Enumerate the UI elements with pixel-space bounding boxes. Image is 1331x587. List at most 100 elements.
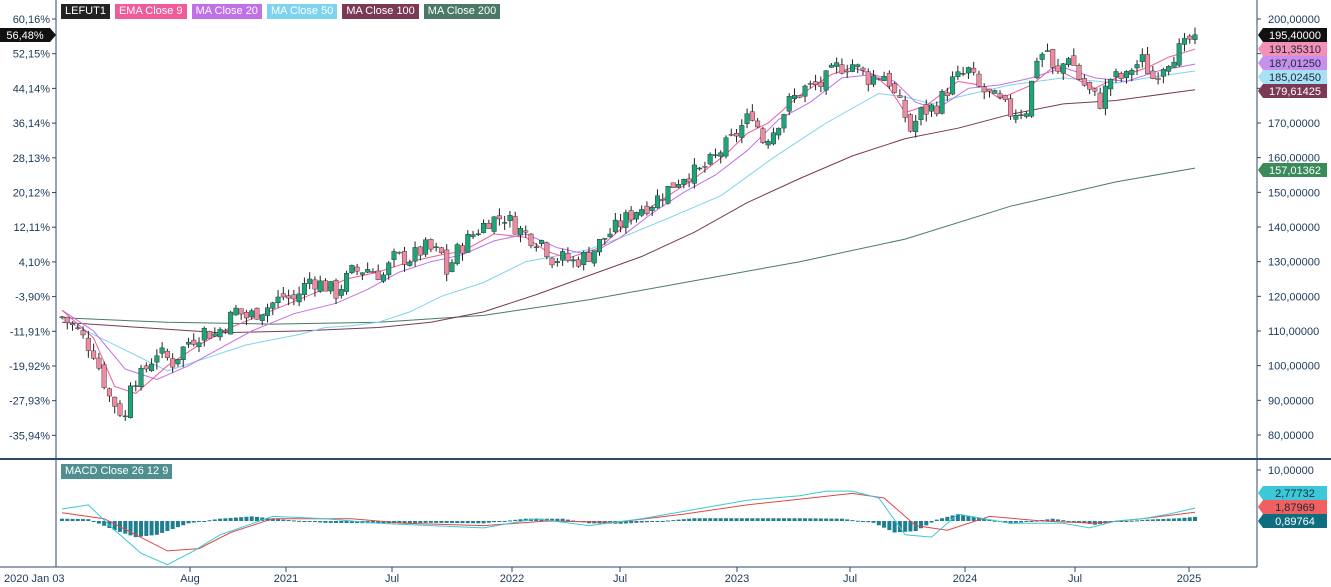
candle-body (496, 215, 502, 220)
candle-body (175, 359, 181, 365)
y-right-tick-label: 120,00000 (1268, 291, 1320, 303)
candle-body (185, 341, 191, 345)
macd-histogram-bar (639, 521, 644, 523)
legend-item[interactable]: EMA Close 9 (114, 4, 187, 19)
candle-body (275, 296, 281, 303)
macd-price-label: 2,77732 (1275, 488, 1315, 500)
y-left-tick-label: -3,90% (15, 292, 50, 304)
candle-body (75, 327, 81, 329)
candle-body (913, 120, 919, 132)
legend-item[interactable]: MA Close 20 (191, 4, 262, 19)
candle-body (860, 67, 866, 71)
candle-body (602, 238, 608, 240)
macd-histogram-bar (297, 520, 302, 522)
x-tick-label: 2024 (953, 573, 977, 585)
candle-body (365, 269, 371, 273)
macd-histogram-bar (228, 517, 233, 521)
legend-item[interactable]: MA Close 200 (423, 4, 501, 19)
macd-histogram-bar (133, 521, 138, 538)
candle-body (997, 93, 1003, 98)
candle-body (1060, 63, 1066, 74)
macd-histogram-bar (729, 518, 734, 521)
candle-body (180, 346, 186, 360)
macd-histogram-bar (1119, 521, 1124, 522)
legend-item[interactable]: MA Close 100 (342, 4, 419, 19)
macd-histogram-bar (86, 519, 91, 521)
candle-body (143, 365, 149, 370)
macd-histogram-bar (465, 521, 470, 524)
macd-histogram-bar (760, 518, 765, 521)
candle-body (438, 247, 444, 254)
candle-body (686, 178, 692, 183)
macd-histogram-bar (312, 521, 317, 523)
macd-histogram-bar (1166, 518, 1171, 521)
macd-histogram-bar (771, 518, 776, 521)
candle-body (106, 388, 112, 397)
macd-histogram-bar (1171, 518, 1176, 521)
candle-body (465, 234, 471, 253)
macd-histogram-bar (629, 521, 634, 524)
macd-histogram-bar (929, 521, 934, 523)
candle-body (375, 270, 381, 280)
candle-body (196, 342, 202, 348)
macd-histogram-bar (829, 518, 834, 521)
macd-histogram-bar (776, 518, 781, 521)
candle-body (502, 222, 508, 224)
candle-body (238, 308, 244, 315)
candle-body (791, 95, 797, 99)
candle-body (654, 195, 660, 209)
macd-histogram-bar (676, 519, 681, 521)
macd-histogram-bar (476, 521, 481, 524)
macd-histogram-bar (1055, 519, 1060, 521)
candle-body (907, 114, 913, 132)
y-right-tick-label: 90,00000 (1268, 395, 1314, 407)
candle-body (723, 137, 729, 157)
candle-body (470, 234, 476, 237)
legend-item[interactable]: MA Close 50 (266, 4, 338, 19)
macd-histogram-bar (644, 521, 649, 523)
candle-body (681, 179, 687, 185)
macd-histogram-bar (845, 519, 850, 521)
candle-body (96, 357, 102, 369)
candle-body (1023, 113, 1029, 117)
y-left-tick-label: 44,14% (13, 83, 51, 95)
macd-histogram-bar (803, 518, 808, 521)
candle-body (138, 367, 144, 388)
macd-histogram-bar (813, 518, 818, 521)
candle-body (697, 167, 703, 170)
candle-body (1145, 54, 1151, 75)
candle-body (981, 86, 987, 93)
candle-body (70, 323, 76, 326)
candle-body (170, 358, 176, 368)
candle-body (291, 294, 297, 300)
candle-body (407, 261, 413, 266)
macd-histogram-bar (518, 519, 523, 521)
candle-body (265, 307, 271, 316)
macd-histogram-bar (687, 518, 692, 521)
candle-body (233, 307, 239, 316)
macd-histogram-bar (1145, 519, 1150, 521)
candle-body (702, 165, 708, 168)
macd-histogram-bar (961, 515, 966, 521)
candle-body (207, 331, 213, 339)
macd-histogram-bar (1061, 520, 1066, 522)
candle-body (560, 251, 566, 261)
candle-body (402, 251, 408, 265)
macd-histogram-bar (181, 521, 186, 526)
legend-item[interactable]: LEFUT1 (61, 4, 110, 19)
macd-histogram-bar (218, 518, 223, 521)
candle-body (865, 71, 871, 85)
candle-body (1055, 65, 1061, 72)
candle-body (876, 78, 882, 80)
candle-body (718, 152, 724, 157)
candle-body (755, 120, 761, 128)
price-label: 195,40000 (1269, 30, 1321, 42)
macd-histogram-bar (918, 521, 923, 529)
macd-histogram-bar (565, 519, 570, 521)
candle-body (639, 209, 645, 216)
macd-histogram-bar (855, 520, 860, 522)
macd-histogram-bar (449, 521, 454, 524)
candle-body (191, 339, 197, 345)
macd-histogram-bar (413, 521, 418, 523)
